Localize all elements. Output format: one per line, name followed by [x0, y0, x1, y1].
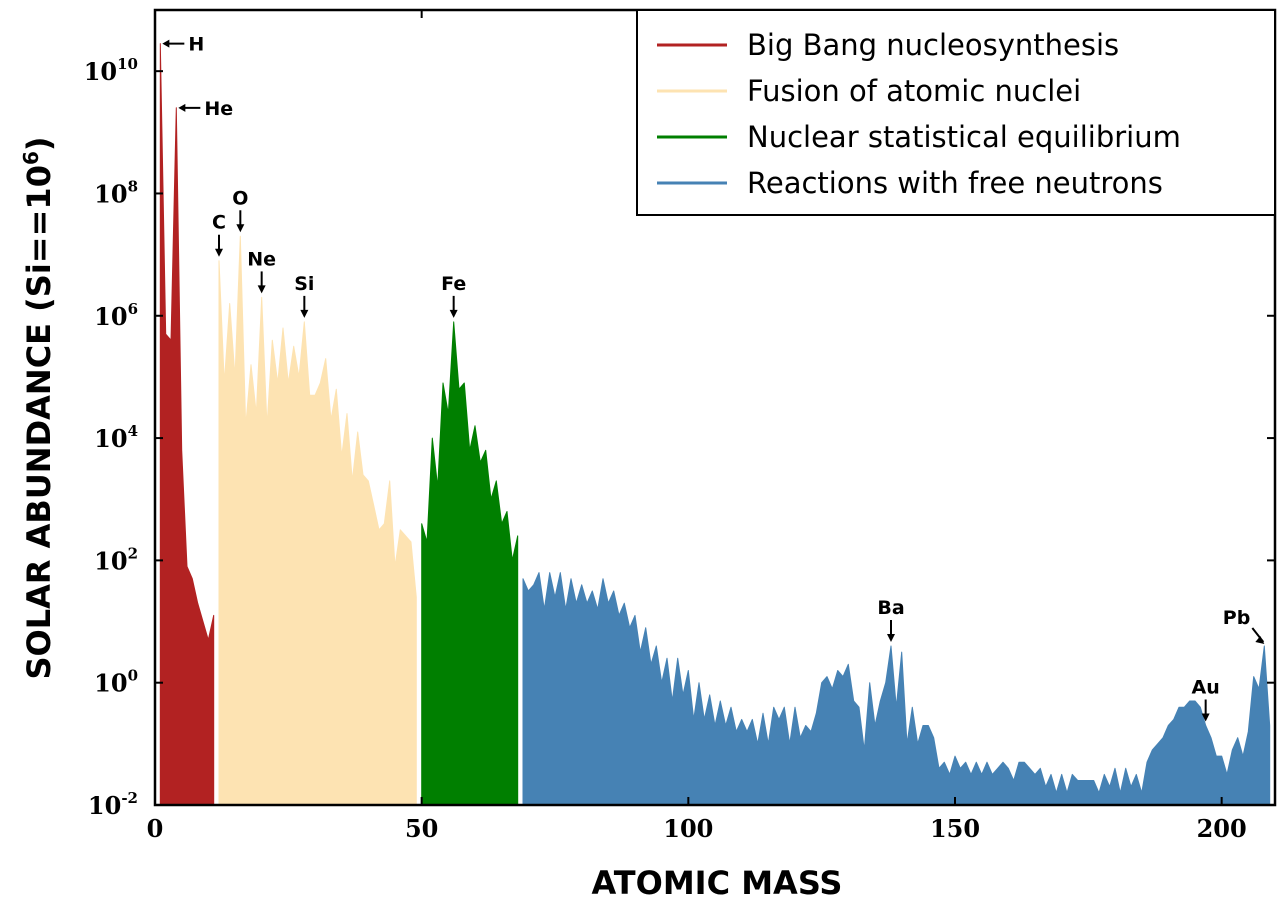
series-area-reactions-with-free-neutrons: [522, 572, 1271, 806]
y-axis-title-end: ): [20, 136, 58, 151]
y-tick-exponent: -2: [121, 789, 138, 807]
annotation-fe: Fe: [441, 273, 466, 318]
legend-box: [636, 9, 1276, 216]
annotation-label: C: [212, 212, 226, 234]
annotation-c: C: [212, 212, 226, 257]
y-tick-exponent: 6: [128, 300, 138, 318]
annotation-arrowhead: [178, 103, 186, 112]
x-tick-label: 50: [405, 814, 438, 843]
y-tick-base: 10: [94, 302, 127, 331]
annotation-label: Pb: [1223, 607, 1251, 629]
annotation-label: O: [232, 187, 248, 209]
legend: Big Bang nucleosynthesis Fusion of atomic…: [636, 9, 1276, 216]
annotation-au: Au: [1192, 677, 1220, 722]
annotation-label: Au: [1192, 677, 1220, 699]
annotation-ne: Ne: [247, 248, 276, 294]
y-axis-title-main: SOLAR ABUNDANCE (Si: [20, 263, 58, 679]
annotation-arrowhead: [257, 285, 266, 294]
legend-label-nuclear-statistical-equilibrium: Nuclear statistical equilibrium: [747, 120, 1181, 154]
y-tick-exponent: 8: [128, 177, 138, 195]
x-tick-label: 150: [930, 814, 980, 843]
annotation-label: H: [188, 34, 204, 56]
y-tick-label: 10-2: [88, 789, 138, 820]
x-tick-label: 200: [1197, 814, 1247, 843]
legend-label-reactions-with-free-neutrons: Reactions with free neutrons: [747, 166, 1163, 200]
annotation-label: Fe: [441, 273, 466, 295]
annotation-arrowhead: [215, 248, 223, 257]
y-tick-base: 10: [94, 179, 127, 208]
y-tick-label: 104: [94, 422, 138, 453]
y-tick-base: 10: [88, 791, 121, 820]
annotation-arrowhead: [1201, 713, 1210, 722]
y-tick-label: 100: [94, 667, 138, 698]
y-axis-title-sup: 6: [19, 151, 43, 165]
y-tick-label: 1010: [84, 55, 138, 86]
annotation-arrowhead: [1255, 636, 1265, 644]
series-area-nuclear-statistical-equilibrium: [421, 321, 519, 806]
series-area-fusion-of-atomic-nuclei: [218, 235, 417, 806]
x-tick-label: 100: [663, 814, 713, 843]
y-tick-exponent: 4: [128, 422, 138, 440]
annotation-pb: Pb: [1223, 607, 1265, 644]
y-tick-label: 108: [94, 177, 138, 208]
annotation-si: Si: [294, 273, 314, 318]
annotation-arrowhead: [162, 39, 170, 48]
annotation-arrowhead: [449, 309, 458, 318]
y-tick-base: 10: [94, 424, 127, 453]
x-tick-label: 0: [147, 814, 164, 843]
annotation-arrowhead: [300, 309, 309, 318]
element-annotations: H He CO Ne Si Fe Ba Au Pb: [162, 34, 1265, 722]
annotation-label: Ne: [247, 248, 276, 270]
y-tick-base: 10: [84, 57, 117, 86]
legend-label-big-bang-nucleosynthesis: Big Bang nucleosynthesis: [747, 28, 1119, 62]
y-axis-title: SOLAR ABUNDANCE (Si==106): [19, 136, 58, 679]
annotation-ba: Ba: [877, 597, 905, 642]
y-tick-base: 10: [94, 669, 127, 698]
annotation-h: H: [162, 34, 204, 56]
y-tick-label: 102: [94, 544, 138, 575]
annotation-label: Ba: [877, 597, 904, 619]
y-tick-exponent: 10: [117, 55, 138, 73]
y-tick-label: 106: [94, 300, 138, 331]
annotation-he: He: [178, 98, 233, 120]
annotation-o: O: [232, 187, 248, 233]
annotation-label: Si: [294, 273, 314, 295]
series-area-big-bang-nucleosynthesis: [159, 43, 215, 806]
y-tick-exponent: 2: [128, 544, 138, 562]
annotation-label: He: [204, 98, 233, 120]
y-tick-base: 10: [94, 546, 127, 575]
y-axis-title-mid: ==10: [20, 165, 58, 263]
series-areas: [159, 43, 1271, 806]
annotation-arrowhead: [887, 634, 895, 642]
annotation-arrowhead: [236, 224, 245, 233]
x-axis-title: ATOMIC MASS: [592, 864, 843, 899]
y-tick-exponent: 0: [128, 667, 138, 685]
legend-label-fusion-of-atomic-nuclei: Fusion of atomic nuclei: [747, 74, 1081, 108]
